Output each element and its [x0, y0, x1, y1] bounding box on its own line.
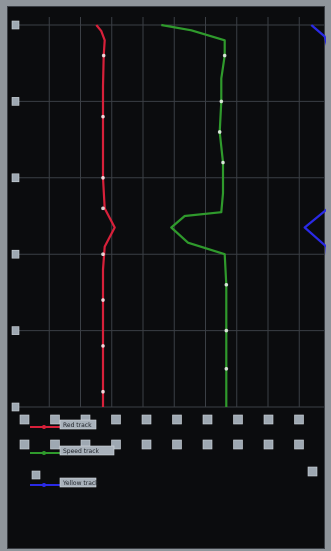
series-point: [217, 130, 222, 134]
profile-chart: Red track Speed track Yellow track: [11, 17, 326, 488]
series-point: [101, 389, 105, 394]
x-tick-box: [233, 414, 243, 425]
x-tick-box: [263, 414, 274, 425]
x-tick-box: [307, 466, 318, 477]
legend-label-box-1: [59, 419, 97, 430]
series-point: [101, 252, 105, 256]
series-point: [224, 282, 229, 287]
legend-label-box-3: [59, 477, 97, 488]
plot-window: Red track Speed track Yellow track: [7, 6, 326, 549]
x-tick-box: [19, 439, 30, 450]
x-tick-box: [202, 414, 213, 425]
y-tick-box: [11, 326, 20, 335]
series-line-3: [303, 24, 326, 256]
series-line-2: [161, 23, 228, 407]
x-tick-box: [294, 414, 304, 425]
series-point: [224, 328, 229, 333]
legend-marker-3: [42, 483, 46, 487]
series-point: [101, 344, 105, 348]
x-tick-box: [141, 414, 152, 425]
x-tick-box: [263, 439, 274, 450]
x-tick-box: [294, 439, 304, 450]
series-point: [101, 53, 106, 58]
y-tick-box: [11, 249, 20, 259]
series-point: [222, 53, 227, 58]
legend-label-box-2: [59, 445, 115, 456]
series-point: [101, 298, 105, 302]
legend-label-3: Yellow track: [62, 480, 99, 487]
x-tick-box: [19, 414, 30, 425]
legend-label-1: Red track: [63, 422, 92, 429]
legend-marker-1: [42, 425, 46, 429]
x-tick-box: [233, 439, 243, 450]
series-point: [101, 176, 105, 180]
x-tick-box: [111, 439, 121, 450]
x-tick-box: [111, 414, 121, 425]
y-tick-box: [11, 402, 20, 412]
y-tick-box: [11, 173, 20, 183]
y-tick-box: [11, 97, 20, 106]
x-tick-box: [172, 414, 182, 425]
series-point: [221, 160, 225, 165]
legend-extra-box: [31, 470, 41, 480]
x-tick-box: [50, 439, 60, 450]
legend-marker-2: [42, 451, 46, 455]
series-point: [224, 367, 229, 371]
series-point: [101, 206, 105, 211]
legend-label-2: Speed track: [63, 448, 100, 455]
series-point: [219, 99, 224, 104]
x-tick-box: [172, 439, 182, 450]
x-tick-box: [202, 439, 213, 450]
y-tick-box: [11, 20, 20, 30]
x-tick-box: [141, 439, 152, 450]
x-tick-box: [50, 414, 60, 425]
series-point: [101, 114, 105, 119]
